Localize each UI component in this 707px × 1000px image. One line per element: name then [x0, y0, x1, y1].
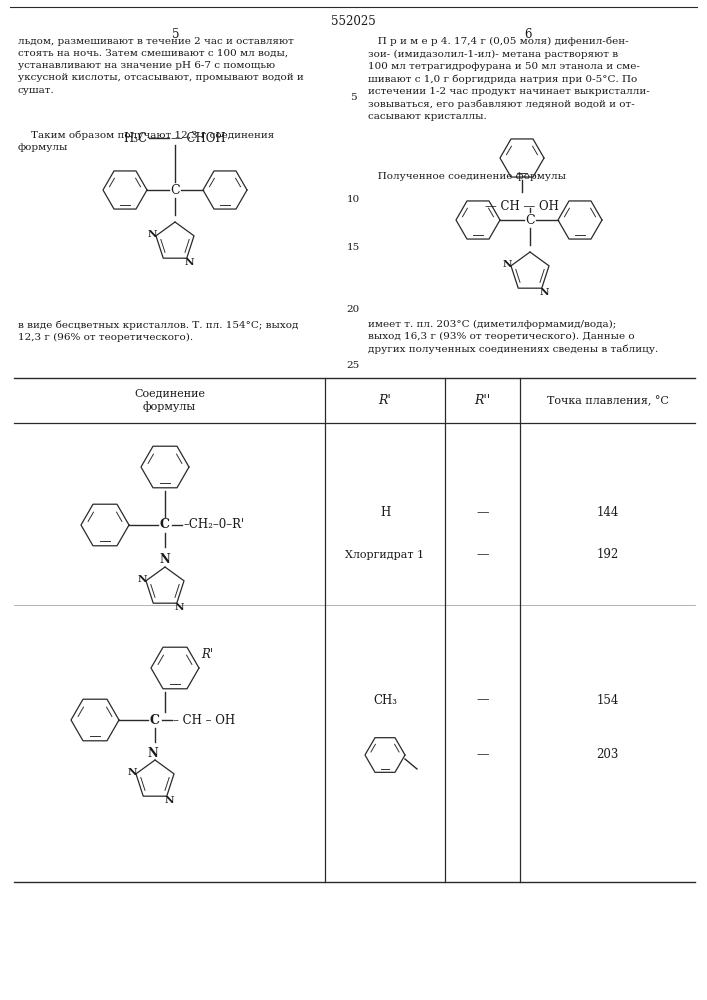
Text: 5: 5	[173, 28, 180, 41]
Text: H: H	[380, 506, 390, 520]
Text: 20: 20	[346, 306, 360, 314]
Text: N: N	[148, 747, 158, 760]
Text: –CH₂–0–R': –CH₂–0–R'	[183, 518, 244, 532]
Text: —: —	[477, 506, 489, 520]
Text: CH₃: CH₃	[373, 694, 397, 706]
Text: 203: 203	[596, 748, 619, 762]
Text: N: N	[137, 575, 147, 584]
Text: R': R'	[379, 394, 392, 407]
Text: —: —	[477, 548, 489, 562]
Text: C: C	[150, 714, 160, 726]
Text: C: C	[525, 214, 534, 227]
Text: 144: 144	[596, 506, 619, 520]
Text: N: N	[160, 553, 170, 566]
Text: C: C	[170, 184, 180, 196]
Text: N: N	[540, 288, 549, 297]
Text: C: C	[160, 518, 170, 532]
Text: Полученное соединение формулы: Полученное соединение формулы	[368, 172, 566, 181]
Text: Хлоргидрат 1: Хлоргидрат 1	[346, 550, 425, 560]
Text: П р и м е р 4. 17,4 г (0,05 моля) дифенил-бен-
зои- (имидазолил-1-ил)- метана ра: П р и м е р 4. 17,4 г (0,05 моля) дифени…	[368, 37, 650, 121]
Text: Соединение
формулы: Соединение формулы	[134, 389, 205, 412]
Text: N: N	[165, 796, 175, 805]
Text: —: —	[477, 694, 489, 706]
Text: N: N	[175, 603, 185, 612]
Text: N: N	[127, 768, 137, 777]
Text: H₃C: H₃C	[123, 131, 147, 144]
Text: N: N	[185, 258, 194, 267]
Text: имеет т. пл. 203°С (диметилформамид/вода);
выход 16,3 г (93% от теоретического).: имеет т. пл. 203°С (диметилформамид/вода…	[368, 320, 658, 354]
Text: 6: 6	[525, 28, 532, 41]
Text: – CH – OH: – CH – OH	[173, 714, 235, 726]
Text: 552025: 552025	[331, 15, 375, 28]
Text: 10: 10	[346, 196, 360, 205]
Text: N: N	[148, 230, 157, 239]
Text: 25: 25	[346, 360, 360, 369]
Text: — CH — OH: — CH — OH	[485, 200, 559, 213]
Text: 15: 15	[346, 242, 360, 251]
Text: Точка плавления, °С: Точка плавления, °С	[547, 395, 668, 406]
Text: —: —	[477, 748, 489, 762]
Text: R'': R''	[474, 394, 491, 407]
Text: 192: 192	[597, 548, 619, 562]
Text: Таким образом получают 12,3 г соединения
формулы: Таким образом получают 12,3 г соединения…	[18, 130, 274, 152]
Text: льдом, размешивают в течение 2 час и оставляют
стоять на ночь. Затем смешивают с: льдом, размешивают в течение 2 час и ост…	[18, 37, 304, 95]
Text: в виде бесцветных кристаллов. Т. пл. 154°С; выход
12,3 г (96% от теоретического): в виде бесцветных кристаллов. Т. пл. 154…	[18, 320, 298, 342]
Text: R': R'	[201, 648, 213, 660]
Text: 5: 5	[350, 94, 356, 103]
Text: 154: 154	[596, 694, 619, 706]
Text: — CHOH: — CHOH	[171, 131, 226, 144]
Text: N: N	[503, 260, 512, 269]
